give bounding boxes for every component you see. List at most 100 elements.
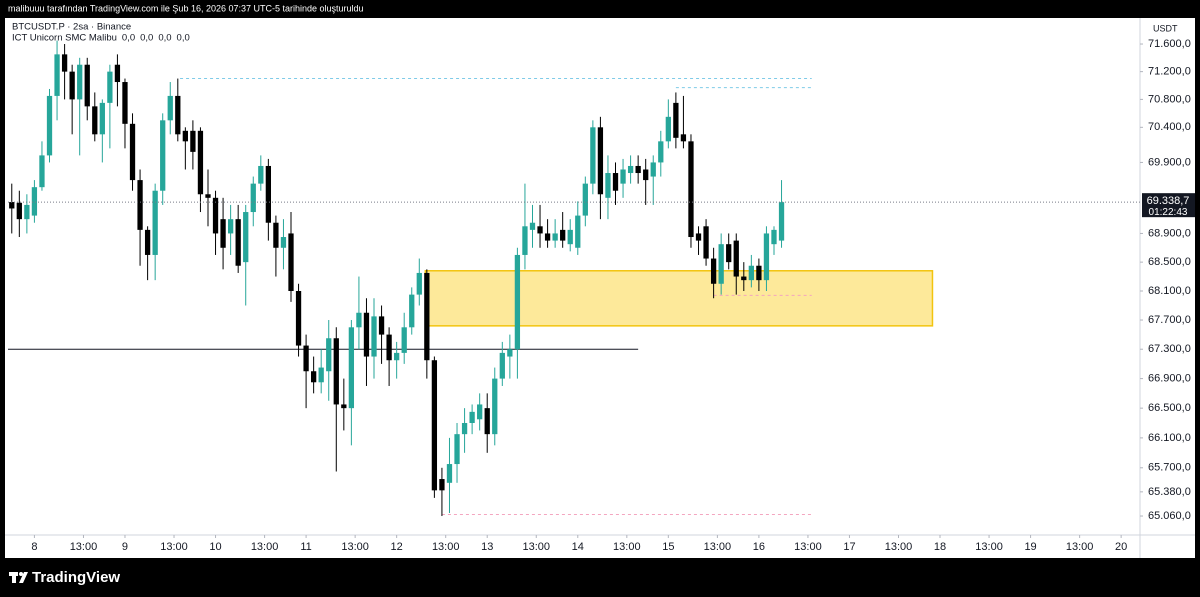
- candle-body: [378, 316, 385, 335]
- indicator-value: 0,0: [158, 33, 171, 44]
- y-tick-label: 65.700,0: [1148, 462, 1191, 474]
- x-tick-label: 12: [391, 541, 403, 553]
- candle-body: [424, 272, 430, 361]
- x-tick-label: 14: [572, 541, 584, 553]
- candle-body: [386, 334, 392, 361]
- candle-body: [778, 202, 785, 241]
- candle-body: [544, 233, 551, 241]
- candle-body: [394, 352, 400, 361]
- candle-body: [680, 134, 687, 142]
- candle-body: [197, 130, 204, 195]
- x-tick-label: 16: [753, 541, 765, 553]
- candle-body: [310, 371, 317, 383]
- candle-body: [77, 64, 83, 100]
- candle-body: [265, 165, 272, 223]
- y-tick-label: 66.900,0: [1148, 373, 1191, 385]
- x-tick-label: 13:00: [975, 541, 1003, 553]
- candle-body: [92, 106, 98, 135]
- y-tick-label: 66.100,0: [1148, 432, 1191, 444]
- candle-body: [695, 233, 702, 241]
- candle-body: [401, 327, 407, 353]
- x-tick-label: 13:00: [885, 541, 913, 553]
- plot: 65.060,0 65.380,0 65.700,0 66.100,0 66.500,0…: [8, 38, 1195, 553]
- candle-body: [99, 102, 105, 135]
- candle-body: [54, 54, 60, 96]
- y-tick-label: 70.400,0: [1148, 121, 1191, 133]
- candle-body: [243, 212, 249, 263]
- x-tick-label: 18: [934, 541, 946, 553]
- candle-body: [363, 312, 370, 357]
- candle-body: [454, 434, 460, 465]
- indicator-value: 0,0: [122, 33, 135, 44]
- candle-body: [537, 226, 543, 234]
- candle-body: [122, 82, 128, 124]
- candle-body: [756, 265, 762, 281]
- candle-body: [597, 127, 604, 195]
- candle-body: [529, 222, 536, 230]
- candle-body: [9, 202, 15, 209]
- x-tick-label: 13:00: [704, 541, 732, 553]
- candle-body: [39, 155, 45, 188]
- last-price-box: [1142, 193, 1195, 218]
- x-tick-label: 13:00: [160, 541, 188, 553]
- x-tick-label: 20: [1115, 541, 1127, 553]
- currency: USDT: [1153, 23, 1178, 33]
- candle-body: [514, 254, 521, 350]
- candle-body: [635, 165, 641, 174]
- header-text: malibuuu tarafından TradingView.com ile …: [8, 3, 364, 13]
- candle-body: [190, 130, 196, 152]
- candle-body: [665, 116, 671, 142]
- candle-body: [582, 183, 588, 216]
- indicator-value: 0,0: [140, 33, 153, 44]
- brand-logo: [9, 572, 28, 583]
- candle-body: [620, 169, 626, 184]
- candle-body: [227, 219, 234, 234]
- x-tick-label: 13:00: [432, 541, 460, 553]
- x-tick-label: 13:00: [341, 541, 369, 553]
- candle-body: [16, 202, 22, 220]
- candle-body: [288, 233, 294, 291]
- candle-body: [477, 404, 483, 420]
- candle-body: [771, 229, 777, 245]
- x-tick-label: 13:00: [1066, 541, 1094, 553]
- y-tick-label: 65.060,0: [1148, 510, 1191, 522]
- candle-body: [318, 367, 324, 383]
- candle-body: [560, 229, 566, 241]
- candle-body: [205, 194, 211, 198]
- candle-body: [371, 316, 377, 357]
- candle-body: [575, 215, 581, 248]
- x-tick-label: 11: [300, 541, 311, 553]
- candle-body: [492, 378, 498, 435]
- candle-body: [741, 276, 747, 281]
- y-tick-label: 65.380,0: [1148, 486, 1191, 498]
- y-tick-label: 67.300,0: [1148, 343, 1191, 355]
- candle-body: [31, 187, 38, 216]
- candle-body: [567, 229, 573, 245]
- y-tick-label: 68.900,0: [1148, 227, 1191, 239]
- candle-body: [522, 226, 528, 255]
- zone: [424, 270, 934, 327]
- candle-body: [612, 173, 619, 191]
- indicator: ICT Unicorn SMC Malibu: [12, 33, 117, 44]
- candle-body: [643, 169, 649, 181]
- candle-body: [84, 64, 90, 107]
- x-tick-label: 13:00: [523, 541, 551, 553]
- brand: TradingView: [32, 569, 120, 586]
- x-tick-label: 9: [122, 541, 128, 553]
- candle-body: [605, 173, 611, 198]
- candle-body: [356, 312, 362, 328]
- candle-body: [182, 130, 188, 142]
- candle-body: [650, 162, 656, 177]
- x-tick-label: 13:00: [70, 541, 98, 553]
- candle-body: [461, 422, 468, 435]
- candle-body: [295, 290, 302, 346]
- candle-body: [175, 95, 181, 135]
- y-tick-label: 67.700,0: [1148, 314, 1191, 326]
- countdown: 01:22:43: [1149, 207, 1188, 218]
- logo-dot: [19, 572, 23, 576]
- candle-body: [673, 102, 679, 138]
- candle-body: [107, 71, 113, 103]
- candle-body: [484, 408, 490, 435]
- candle-body: [590, 127, 596, 184]
- candle-body: [763, 233, 770, 281]
